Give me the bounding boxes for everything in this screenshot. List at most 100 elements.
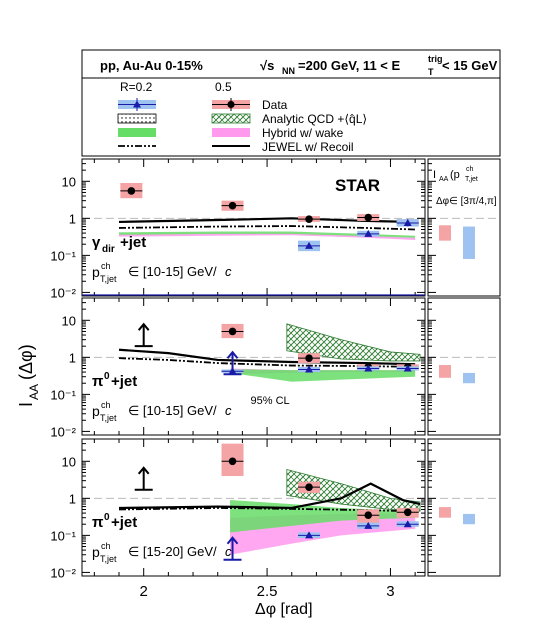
header-trig-sub: T [428,67,434,77]
panel-pt-range: ∈ [10-15] GeV/ [128,264,217,279]
r05-data-point [305,354,313,362]
y-tick-label: 10⁻¹ [50,248,76,263]
cl-label: 95% CL [251,395,290,407]
side-panel-frame [427,438,501,577]
panel-pt-sub: T,jet [100,413,117,423]
side-r02-box [463,513,475,525]
r05-data-point [403,508,412,517]
panel-frame [81,438,426,577]
hybrid-band-r02 [119,231,416,238]
legend-data-r05-marker [212,98,250,111]
limit-arrow-head [137,322,150,331]
panel-pt-label: p [92,544,100,560]
side-r05-box [439,365,451,378]
side-r02-box [463,372,475,384]
panel-trigger-sub: dir [102,244,115,255]
panel-frame [81,297,426,436]
r02-data-point [364,364,373,372]
panel-pt-label: p [92,403,100,419]
panel-trigger-tail: +jet [120,234,146,251]
x-tick-label: 2 [140,583,148,600]
side-label: I AA (p ch T,jet Δφ∈ [3π/4,π] [433,166,497,207]
side-label-pt: (p [450,169,460,181]
r05-data-point [228,201,237,210]
y-tick-label: 10 [62,313,76,328]
legend-label-qcd: Analytic QCD +⟨q̂L⟩ [262,112,367,126]
panel-pt-sub: T,jet [100,274,117,284]
jewel-curve-r05 [118,348,416,366]
hybrid-band-r02 [230,369,416,382]
panel-pt-sup: ch [101,400,111,410]
panel-pt-unit: c [225,403,232,418]
y-tick-label: 10⁻¹ [50,387,76,402]
legend-label-jewel: JEWEL w/ Recoil [262,140,354,154]
header-energy-sqrt: √s [260,58,274,73]
legend-data-r02-marker [118,98,156,111]
panel-pt-sup: ch [101,261,111,271]
panel-trigger-label: π [92,373,104,390]
header-system: pp, Au-Au 0-15% [100,58,203,73]
side-r05-box [439,225,451,241]
header: pp, Au-Au 0-15% √s NN =200 GeV, 11 < E t… [81,49,501,79]
y-tick-label: 1 [69,491,76,506]
side-label-iaa-sub: AA [439,176,449,183]
y-tick-label: 10 [62,174,76,189]
experiment-label: STAR [335,176,380,195]
y-axis-title-main: I [16,402,36,407]
r05-data-point [305,483,313,491]
jewel-curve-r02 [119,225,416,231]
jewel-curve-r05 [118,482,421,510]
panel-pt-unit: c [225,544,232,559]
r02-data-point [403,364,412,372]
panel-trigger-sup: 0 [104,371,110,382]
jewel-curve-r02 [119,507,416,513]
y-tick-label: 1 [69,350,76,365]
side-label-ch-sub: T,jet [465,176,478,183]
y-axis-title-tail: (Δφ) [16,344,36,380]
hybrid-band-r05 [119,233,416,241]
legend-hybrid-r05-swatch [212,128,250,137]
qcd-band [286,468,421,512]
panel-trigger-label: γ [92,234,101,251]
header-energy-sub: NN [282,66,295,76]
r02-data-point [364,521,373,529]
y-tick-label: 1 [69,211,76,226]
limit-arrow-head [137,466,150,475]
legend-label-hybrid: Hybrid w/ wake [262,126,344,140]
y-axis-title-sub: AA [27,384,41,400]
panel-pt-unit: c [225,264,232,279]
legend-col-r02: R=0.2 [120,80,153,94]
legend-label-data: Data [262,98,288,112]
side-label-iaa: I [433,169,436,181]
header-energy-value: =200 GeV, 11 < E [298,58,400,73]
r05-data-point [228,327,237,336]
legend-qcd-r02-swatch [117,113,157,124]
r05-data-point [305,215,313,223]
y-tick-label: 10⁻² [50,565,76,580]
panel-pt-sub: T,jet [100,554,117,564]
y-tick-label: 10⁻¹ [50,528,76,543]
limit-arrow-head [226,536,239,545]
panel-trigger-label: π [92,514,104,531]
r05-data-point [364,511,373,520]
legend-col-r05: 0.5 [215,80,232,94]
r05-data-point [364,213,373,222]
y-tick-label: 10 [62,454,76,469]
r05-data-point [228,457,237,466]
panel-pt-label: p [92,264,100,280]
r02-data-point [364,229,373,237]
panel-pt-sup: ch [101,541,111,551]
panel-pt-range: ∈ [10-15] GeV/ [128,403,217,418]
jewel-curve-r05 [118,217,416,224]
r02-data-point [305,531,314,539]
panel-trigger-tail: +jet [111,373,137,390]
panel-trigger-tail: +jet [111,514,137,531]
header-trig-tail: < 15 GeV [442,58,498,73]
r05-data-point [127,187,136,195]
panel-3: 10 1 10⁻¹ 10⁻² π 0 +jet p ch T,jet ∈ [15-20] GeV/c [50,438,501,580]
legend-hybrid-r02-swatch [118,128,156,137]
y-tick-label: 10⁻² [50,424,76,439]
panel-frame [81,158,426,297]
side-panel-frame [427,297,501,436]
